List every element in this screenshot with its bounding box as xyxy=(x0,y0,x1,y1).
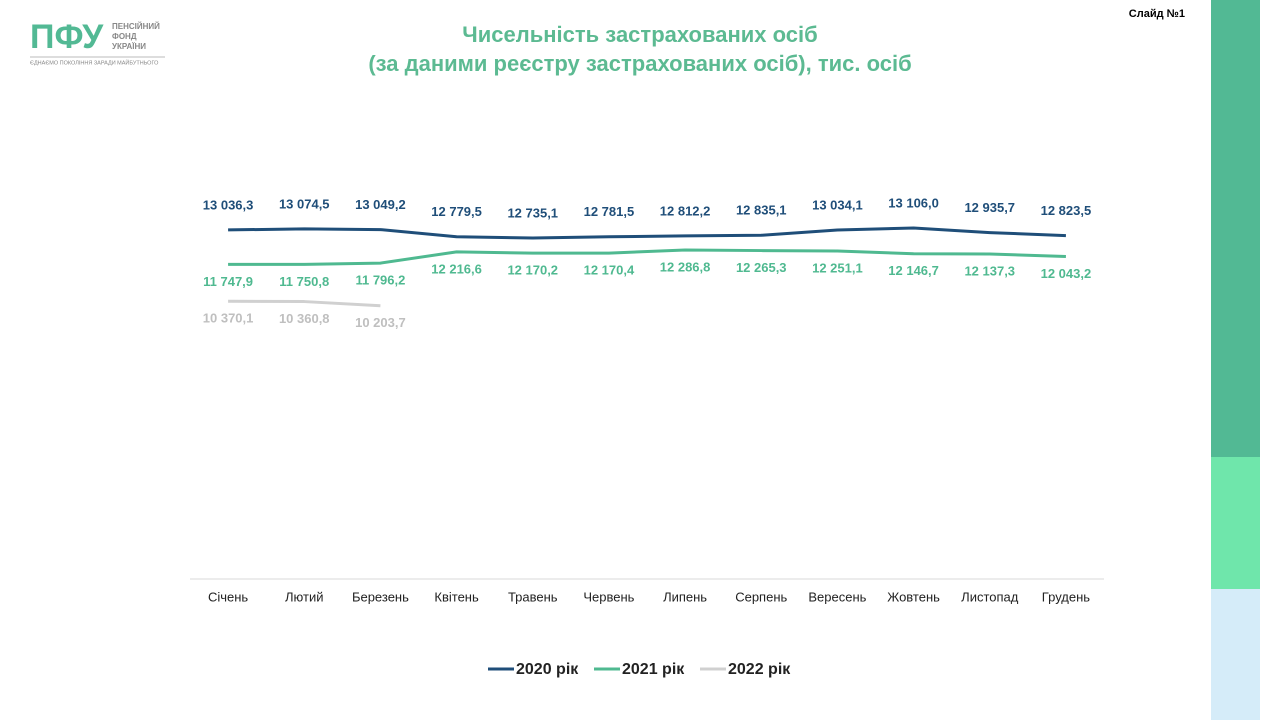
data-label: 11 796,2 xyxy=(355,273,405,288)
x-tick-label: Липень xyxy=(663,589,707,604)
logo-org: ПЕНСІЙНИЙ xyxy=(112,22,160,31)
x-tick-label: Грудень xyxy=(1042,589,1090,604)
data-label: 10 360,8 xyxy=(279,311,330,326)
side-bar xyxy=(1211,0,1260,457)
data-label: 10 203,7 xyxy=(355,315,406,330)
side-bar xyxy=(1211,589,1260,720)
x-tick-label: Листопад xyxy=(961,589,1019,604)
x-tick-label: Квітень xyxy=(434,589,479,604)
x-tick-label: Серпень xyxy=(735,589,787,604)
chart-title: Чисельність застрахованих осіб xyxy=(462,22,817,47)
data-label: 12 935,7 xyxy=(964,200,1015,215)
series-line xyxy=(228,226,1066,240)
data-label: 12 735,1 xyxy=(507,205,558,220)
data-label: 11 747,9 xyxy=(203,274,253,289)
logo-org: ФОНД xyxy=(112,32,137,41)
x-tick-label: Січень xyxy=(208,589,248,604)
side-bar xyxy=(1211,457,1260,589)
data-label: 11 750,8 xyxy=(279,274,329,289)
data-label: 10 370,1 xyxy=(203,311,254,326)
x-tick-label: Вересень xyxy=(808,589,866,604)
logo-org: УКРАЇНИ xyxy=(112,42,146,51)
data-label: 12 251,1 xyxy=(812,260,863,275)
data-label: 12 823,5 xyxy=(1041,203,1092,218)
data-label: 12 137,3 xyxy=(964,263,1015,278)
data-label: 12 043,2 xyxy=(1041,266,1092,281)
x-tick-label: Червень xyxy=(583,589,634,604)
x-tick-label: Березень xyxy=(352,589,409,604)
data-label: 12 170,4 xyxy=(584,263,635,278)
data-label: 12 265,3 xyxy=(736,260,787,275)
data-label: 12 286,8 xyxy=(660,259,711,274)
data-label: 12 170,2 xyxy=(507,263,558,278)
slide-number: Слайд №1 xyxy=(1129,8,1185,20)
series-line xyxy=(228,299,381,308)
logo: ПФУ xyxy=(30,18,104,56)
x-tick-label: Травень xyxy=(508,589,558,604)
legend-label: 2021 рік xyxy=(622,661,685,678)
data-label: 12 835,1 xyxy=(736,203,787,218)
series-line xyxy=(228,248,1066,266)
data-label: 12 779,5 xyxy=(431,204,482,219)
data-label: 13 049,2 xyxy=(355,197,406,212)
data-label: 12 781,5 xyxy=(584,204,635,219)
x-tick-label: Лютий xyxy=(285,589,323,604)
chart-subtitle: (за даними реєстру застрахованих осіб), … xyxy=(368,51,911,76)
data-label: 13 036,3 xyxy=(203,197,254,212)
data-label: 12 812,2 xyxy=(660,203,711,218)
data-label: 12 216,6 xyxy=(431,261,482,276)
x-tick-label: Жовтень xyxy=(887,589,940,604)
data-label: 12 146,7 xyxy=(888,263,939,278)
data-label: 13 106,0 xyxy=(888,195,939,210)
legend-label: 2022 рік xyxy=(728,661,791,678)
legend-label: 2020 рік xyxy=(516,661,579,678)
data-label: 13 034,1 xyxy=(812,197,863,212)
logo-motto: ЄДНАЄМО ПОКОЛІННЯ ЗАРАДИ МАЙБУТНЬОГО xyxy=(30,58,159,66)
data-label: 13 074,5 xyxy=(279,196,330,211)
